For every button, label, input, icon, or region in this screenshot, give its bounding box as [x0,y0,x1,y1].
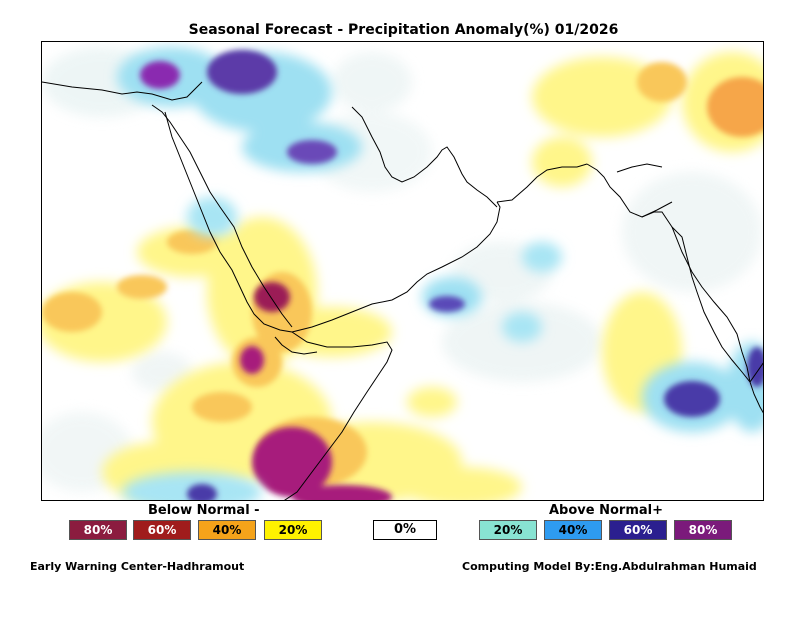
legend-above-60: 60% [609,520,667,540]
legend-below-80: 80% [69,520,127,540]
below-normal-label: Below Normal - [148,503,260,518]
coastlines [42,81,763,500]
legend-below-60-text: 60% [147,523,177,537]
map-title: Seasonal Forecast - Precipitation Anomal… [188,22,619,38]
legend-below-20: 20% [264,520,322,540]
below-80-layer [240,282,392,500]
legend-above-80: 80% [674,520,732,540]
legend-above-40: 40% [544,520,602,540]
legend-below-40-text: 40% [212,523,242,537]
legend-below-20-text: 20% [278,523,308,537]
legend-below-60: 60% [133,520,191,540]
legend-zero: 0% [373,520,437,540]
legend-below-40: 40% [198,520,256,540]
above-60-layer [187,50,763,500]
footer-right: Computing Model By:Eng.Abdulrahman Humai… [462,560,757,573]
above-normal-label: Above Normal+ [549,503,664,518]
legend-above-40-text: 40% [558,523,588,537]
legend-zero-text: 0% [393,522,417,537]
above-80-layer [140,61,180,89]
map-canvas [42,47,763,500]
footer-left: Early Warning Center-Hadhramout [30,560,245,573]
legend-above-60-text: 60% [623,523,653,537]
legend-above-20-text: 20% [493,523,523,537]
legend-below-80-text: 80% [83,523,113,537]
legend-above-80-text: 80% [688,523,718,537]
legend-above-20: 20% [479,520,537,540]
precipitation-anomaly-map [41,41,764,501]
